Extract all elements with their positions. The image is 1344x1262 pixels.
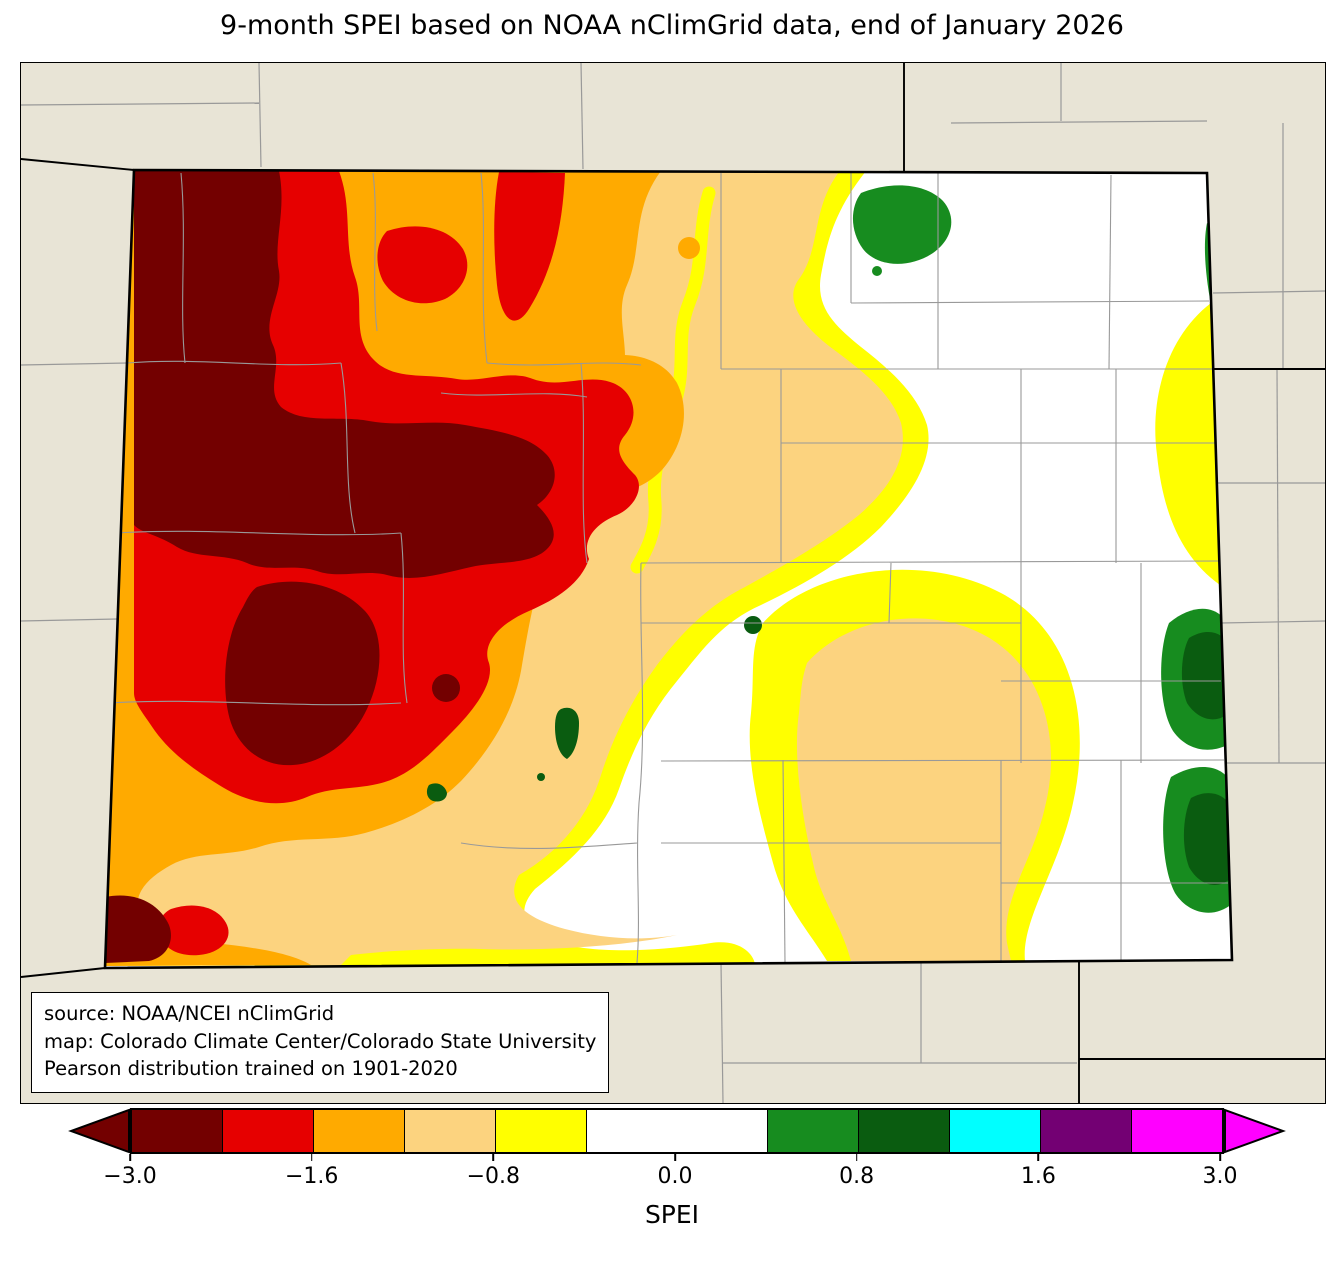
colorbar-body xyxy=(130,1108,1224,1154)
margin-state-lines xyxy=(21,63,1325,1103)
county-lines xyxy=(108,172,1228,964)
tick-mark xyxy=(129,1154,131,1161)
tick-mark xyxy=(492,1154,495,1161)
colorbar-extend-high-arrow xyxy=(1224,1108,1286,1154)
colorbar-segment-cyan xyxy=(950,1110,1041,1152)
colorbar-segment-m2 xyxy=(223,1110,314,1152)
colorbar xyxy=(68,1108,1286,1154)
colorbar-extend-low-arrow xyxy=(68,1108,130,1154)
tick-label: 1.6 xyxy=(1020,1164,1056,1189)
figure-title: 9-month SPEI based on NOAA nClimGrid dat… xyxy=(220,10,1124,41)
map-credit-line: map: Colorado Climate Center/Colorado St… xyxy=(44,1029,597,1053)
spei-layer-green xyxy=(426,185,1232,913)
tick-mark xyxy=(674,1154,676,1161)
method-line: Pearson distribution trained on 1901-202… xyxy=(44,1057,458,1081)
colorbar-segment-magenta xyxy=(1132,1110,1222,1152)
source-line: source: NOAA/NCEI nClimGrid xyxy=(44,1002,335,1025)
colorbar-segment-m1 xyxy=(314,1110,405,1152)
colorbar-segment-purple xyxy=(1041,1110,1132,1152)
colorbar-segment-m3 xyxy=(132,1110,223,1152)
tick-mark xyxy=(1037,1154,1040,1161)
tick-label: 0.0 xyxy=(657,1164,693,1189)
colorbar-segment-green xyxy=(768,1110,859,1152)
colorado-border xyxy=(103,168,1234,970)
colorbar-segment-yellow xyxy=(496,1110,587,1152)
tick-mark xyxy=(310,1154,313,1161)
colorado-spei-map xyxy=(21,63,1325,1103)
colorbar-ticks: −3.0 −1.6 −0.8 0.0 0.8 1.6 3.0 xyxy=(103,1154,1238,1198)
tick-label: −0.8 xyxy=(466,1164,521,1189)
colorbar-segment-darkgreen xyxy=(859,1110,950,1152)
margin-county-lines xyxy=(21,63,1325,1103)
source-box: source: NOAA/NCEI nClimGrid map: Colorad… xyxy=(31,992,610,1094)
tick-mark xyxy=(855,1154,858,1161)
map-frame: source: NOAA/NCEI nClimGrid map: Colorad… xyxy=(20,62,1326,1104)
colorbar-segment-m0 xyxy=(405,1110,496,1152)
tick-mark xyxy=(1219,1154,1221,1161)
colorbar-axis-label: SPEI xyxy=(644,1200,700,1229)
spei-layer-maroon xyxy=(105,170,555,963)
tick-label: 3.0 xyxy=(1202,1164,1238,1189)
tick-label: −1.6 xyxy=(284,1164,339,1189)
tick-label: −3.0 xyxy=(103,1164,157,1189)
tick-label: 0.8 xyxy=(839,1164,875,1189)
colorbar-segment-white xyxy=(587,1110,768,1152)
